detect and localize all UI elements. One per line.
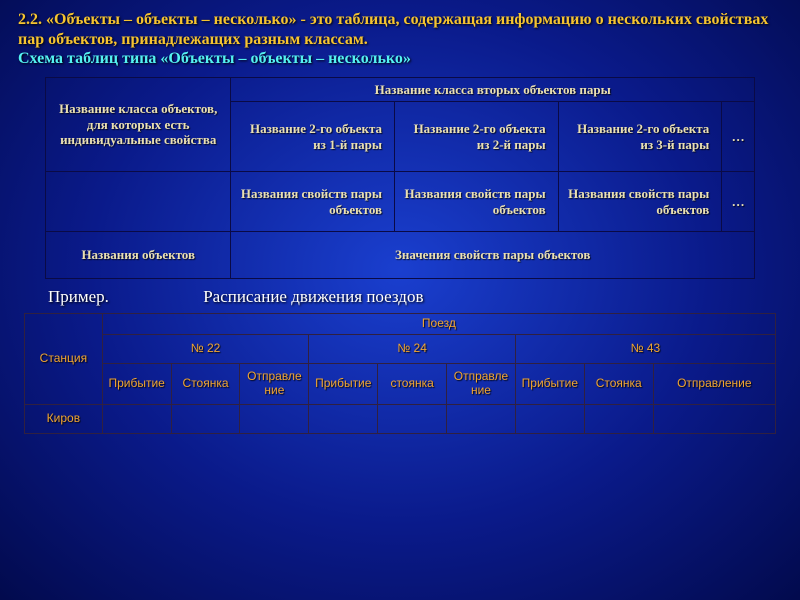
cell: [378, 404, 447, 433]
cell: [309, 404, 378, 433]
sched-43-prib: Прибытие: [515, 363, 584, 404]
cell: [102, 404, 171, 433]
sched-24-prib: Прибытие: [309, 363, 378, 404]
sched-22-otprav: Отправление: [240, 363, 309, 404]
slide: 2.2. «Объекты – объекты – несколько» - э…: [0, 0, 800, 600]
schema-table: Название класса объектов, для которых ес…: [45, 77, 755, 280]
cell: [447, 404, 516, 433]
schema-prop3: Названия свойств пары объектов: [558, 172, 722, 232]
schedule-table: Станция Поезд № 22 № 24 № 43 Прибытие Ст…: [24, 313, 776, 434]
schema-row4-right: Значения свойств пары объектов: [231, 232, 755, 279]
schema-prop2: Названия свойств пары объектов: [395, 172, 559, 232]
example-title: Расписание движения поездов: [203, 287, 423, 306]
sched-24-otprav: Отправление: [447, 363, 516, 404]
schema-dots-1: …: [722, 102, 755, 172]
cell: [653, 404, 775, 433]
heading-block: 2.2. «Объекты – объекты – несколько» - э…: [18, 10, 782, 69]
cell: [584, 404, 653, 433]
sched-24-stoy: стоянка: [378, 363, 447, 404]
schema-h3: Название 2-го объекта из 3-й пары: [558, 102, 722, 172]
heading-bold: 2.2. «Объекты – объекты – несколько» -: [18, 11, 310, 28]
sched-row-station: Киров: [25, 404, 103, 433]
sched-22-stoy: Стоянка: [171, 363, 240, 404]
schema-empty-left: [46, 172, 231, 232]
sched-train-header: Поезд: [102, 314, 775, 335]
example-label: Пример.: [48, 287, 109, 306]
sched-43-stoy: Стоянка: [584, 363, 653, 404]
schema-row4-left: Названия объектов: [46, 232, 231, 279]
schema-top-header: Название класса вторых объектов пары: [231, 77, 755, 102]
schema-prop1: Названия свойств пары объектов: [231, 172, 395, 232]
schema-dots-2: …: [722, 172, 755, 232]
schema-h2: Название 2-го объекта из 2-й пары: [395, 102, 559, 172]
cell: [515, 404, 584, 433]
example-line: Пример. Расписание движения поездов: [18, 287, 782, 307]
sched-station-header: Станция: [25, 314, 103, 405]
schema-h1: Название 2-го объекта из 1-й пары: [231, 102, 395, 172]
sched-train-24: № 24: [309, 334, 516, 363]
sched-22-prib: Прибытие: [102, 363, 171, 404]
cell: [240, 404, 309, 433]
sched-train-22: № 22: [102, 334, 309, 363]
heading-subtitle: Схема таблиц типа «Объекты – объекты – н…: [18, 50, 411, 67]
sched-43-otprav: Отправление: [653, 363, 775, 404]
sched-train-43: № 43: [515, 334, 775, 363]
schema-col0-header: Название класса объектов, для которых ес…: [46, 77, 231, 172]
cell: [171, 404, 240, 433]
